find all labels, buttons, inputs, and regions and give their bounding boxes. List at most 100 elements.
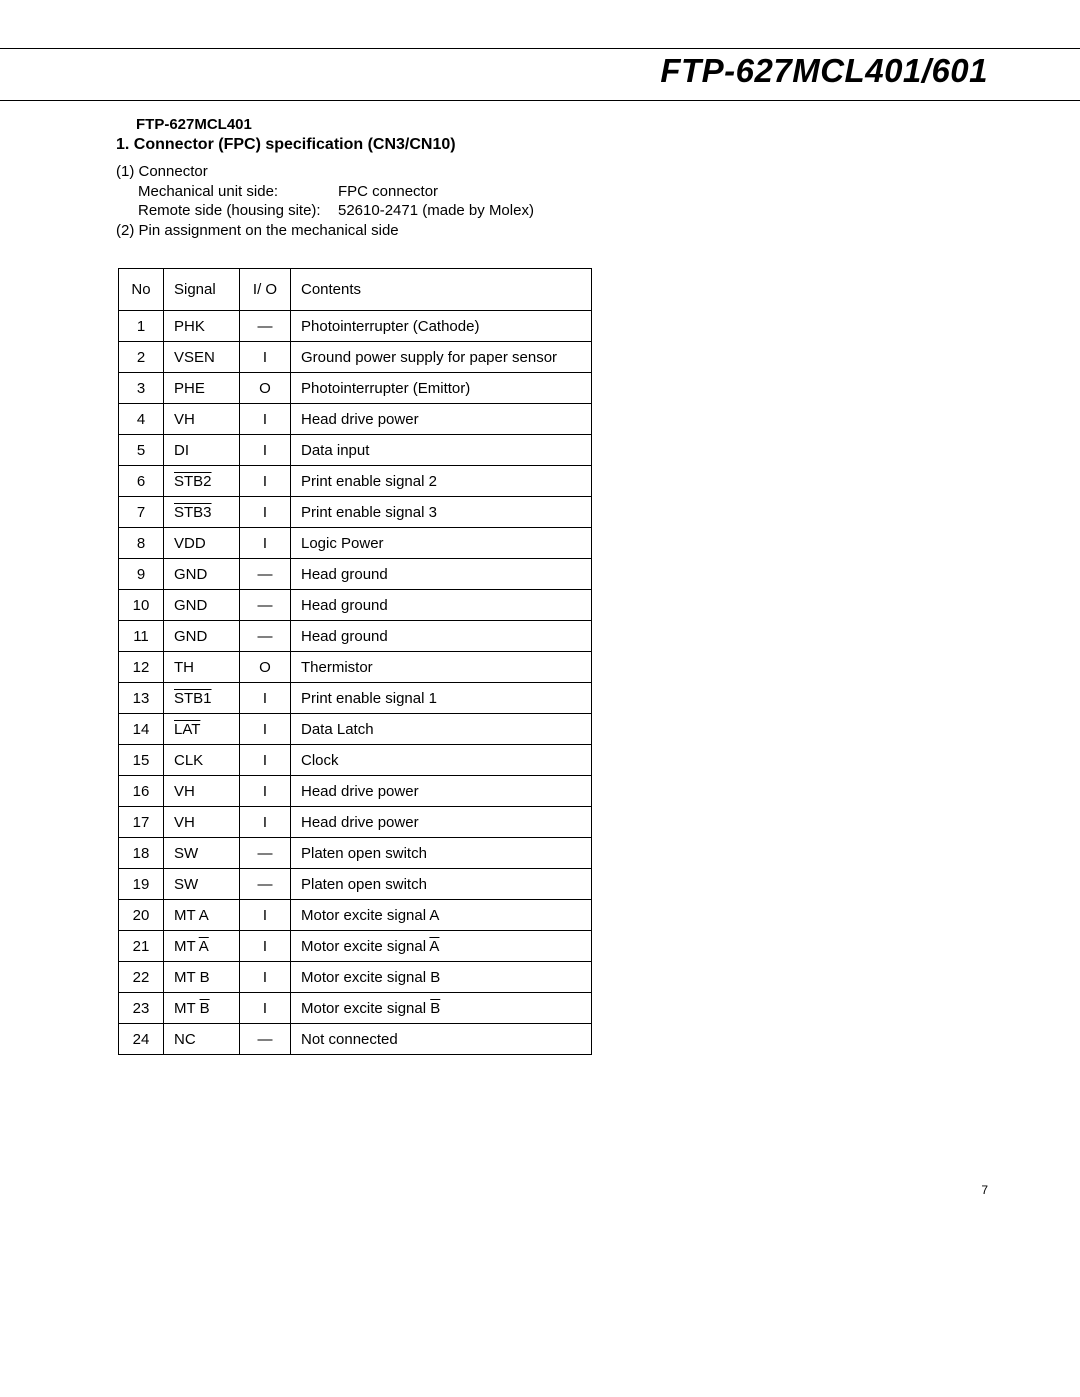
- cell-no: 23: [119, 993, 164, 1024]
- cell-signal: STB3: [164, 497, 240, 528]
- table-row: 15CLKIClock: [119, 745, 592, 776]
- cell-no: 11: [119, 621, 164, 652]
- table-row: 20MT AIMotor excite signal A: [119, 900, 592, 931]
- cell-contents: Head ground: [291, 590, 592, 621]
- cell-signal: MT B: [164, 962, 240, 993]
- cell-no: 18: [119, 838, 164, 869]
- col-header-contents: Contents: [291, 269, 592, 311]
- table-row: 4VHIHead drive power: [119, 404, 592, 435]
- cell-io: I: [240, 745, 291, 776]
- cell-io: I: [240, 466, 291, 497]
- cell-contents: Head ground: [291, 559, 592, 590]
- cell-io: I: [240, 807, 291, 838]
- cell-signal: GND: [164, 590, 240, 621]
- cell-io: I: [240, 714, 291, 745]
- table-row: 10GND—Head ground: [119, 590, 592, 621]
- cell-contents: Platen open switch: [291, 869, 592, 900]
- table-row: 16VHIHead drive power: [119, 776, 592, 807]
- cell-contents: Motor excite signal A: [291, 931, 592, 962]
- cell-contents: Clock: [291, 745, 592, 776]
- cell-no: 21: [119, 931, 164, 962]
- table-row: 6STB2IPrint enable signal 2: [119, 466, 592, 497]
- cell-signal: PHE: [164, 373, 240, 404]
- cell-contents: Photointerrupter (Cathode): [291, 311, 592, 342]
- cell-io: I: [240, 435, 291, 466]
- cell-no: 17: [119, 807, 164, 838]
- cell-io: —: [240, 311, 291, 342]
- remote-side-value: 52610-2471 (made by Molex): [338, 201, 534, 221]
- cell-no: 10: [119, 590, 164, 621]
- cell-contents: Not connected: [291, 1024, 592, 1055]
- cell-io: —: [240, 621, 291, 652]
- cell-no: 13: [119, 683, 164, 714]
- cell-signal: MT A: [164, 931, 240, 962]
- pin-table: No Signal I/ O Contents 1PHK—Photointerr…: [118, 268, 592, 1055]
- cell-io: I: [240, 404, 291, 435]
- connector-paragraph: (1) Connector Mechanical unit side: FPC …: [116, 162, 988, 240]
- cell-signal: LAT: [164, 714, 240, 745]
- cell-contents: Head drive power: [291, 776, 592, 807]
- cell-io: I: [240, 962, 291, 993]
- remote-side-label: Remote side (housing site):: [138, 201, 338, 221]
- cell-contents: Photointerrupter (Emittor): [291, 373, 592, 404]
- table-row: 12THOThermistor: [119, 652, 592, 683]
- table-row: 13STB1IPrint enable signal 1: [119, 683, 592, 714]
- cell-io: —: [240, 1024, 291, 1055]
- cell-io: —: [240, 838, 291, 869]
- cell-contents: Print enable signal 2: [291, 466, 592, 497]
- cell-signal: DI: [164, 435, 240, 466]
- rule-top: [0, 48, 1080, 49]
- cell-no: 5: [119, 435, 164, 466]
- table-row: 24NC—Not connected: [119, 1024, 592, 1055]
- cell-io: I: [240, 900, 291, 931]
- cell-signal: NC: [164, 1024, 240, 1055]
- cell-contents: Logic Power: [291, 528, 592, 559]
- table-row: 7STB3IPrint enable signal 3: [119, 497, 592, 528]
- table-row: 14LATIData Latch: [119, 714, 592, 745]
- cell-signal: STB1: [164, 683, 240, 714]
- cell-signal: VH: [164, 807, 240, 838]
- cell-signal: SW: [164, 838, 240, 869]
- cell-no: 16: [119, 776, 164, 807]
- pin-assign-line: (2) Pin assignment on the mechanical sid…: [116, 222, 399, 239]
- cell-contents: Print enable signal 3: [291, 497, 592, 528]
- cell-signal: VDD: [164, 528, 240, 559]
- cell-contents: Data input: [291, 435, 592, 466]
- cell-signal: CLK: [164, 745, 240, 776]
- cell-io: I: [240, 931, 291, 962]
- cell-contents: Head drive power: [291, 404, 592, 435]
- cell-contents: Motor excite signal B: [291, 962, 592, 993]
- cell-signal: GND: [164, 621, 240, 652]
- table-row: 9GND—Head ground: [119, 559, 592, 590]
- cell-contents: Thermistor: [291, 652, 592, 683]
- cell-signal: VH: [164, 776, 240, 807]
- cell-contents: Motor excite signal A: [291, 900, 592, 931]
- table-row: 2VSENIGround power supply for paper sens…: [119, 342, 592, 373]
- cell-contents: Head ground: [291, 621, 592, 652]
- col-header-signal: Signal: [164, 269, 240, 311]
- cell-no: 20: [119, 900, 164, 931]
- cell-io: —: [240, 590, 291, 621]
- cell-contents: Platen open switch: [291, 838, 592, 869]
- cell-no: 9: [119, 559, 164, 590]
- cell-no: 22: [119, 962, 164, 993]
- cell-signal: SW: [164, 869, 240, 900]
- cell-no: 4: [119, 404, 164, 435]
- cell-contents: Data Latch: [291, 714, 592, 745]
- cell-no: 24: [119, 1024, 164, 1055]
- table-row: 23MT BIMotor excite signal B: [119, 993, 592, 1024]
- cell-no: 14: [119, 714, 164, 745]
- cell-io: I: [240, 528, 291, 559]
- cell-io: I: [240, 683, 291, 714]
- cell-signal: GND: [164, 559, 240, 590]
- cell-no: 6: [119, 466, 164, 497]
- table-row: 18SW—Platen open switch: [119, 838, 592, 869]
- cell-no: 12: [119, 652, 164, 683]
- mech-side-value: FPC connector: [338, 182, 438, 202]
- table-row: 21MT AIMotor excite signal A: [119, 931, 592, 962]
- table-row: 17VHIHead drive power: [119, 807, 592, 838]
- content-area: FTP-627MCL401 1. Connector (FPC) specifi…: [116, 116, 988, 1055]
- col-header-io: I/ O: [240, 269, 291, 311]
- cell-no: 1: [119, 311, 164, 342]
- model-label: FTP-627MCL401: [136, 116, 988, 133]
